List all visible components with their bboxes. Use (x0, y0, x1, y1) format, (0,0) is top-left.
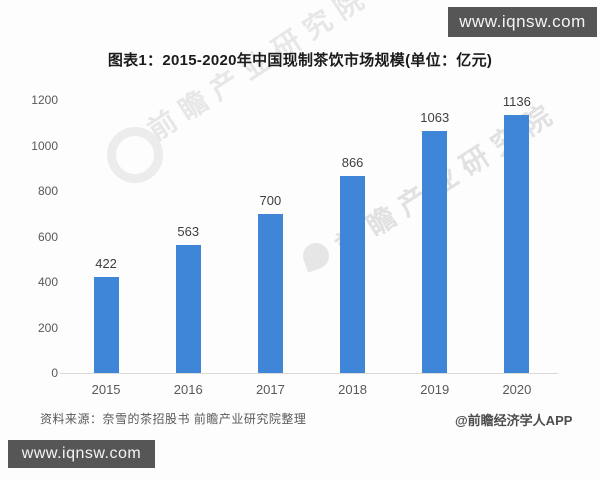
credit-note: @前瞻经济学人APP (455, 413, 573, 428)
site-url-text: www.iqnsw.com (21, 445, 142, 462)
bar-value-label: 422 (95, 256, 117, 271)
y-axis-tick-label: 800 (37, 184, 58, 198)
x-axis-tick-label: 2015 (91, 382, 121, 397)
site-url-banner-bottom: www.iqnsw.com (8, 440, 155, 468)
y-axis-tick-label: 600 (37, 229, 58, 244)
bar-value-label: 1063 (420, 110, 450, 125)
x-axis-tick-label: 2019 (420, 382, 450, 397)
y-axis-tick-label: 0 (51, 366, 58, 380)
source-note: 资料来源：奈雪的茶招股书 前瞻产业研究院整理 (40, 412, 307, 426)
y-axis-tick-label: 400 (37, 275, 58, 289)
site-url-text: www.iqnsw.com (459, 12, 586, 31)
bar-2015 (93, 277, 119, 373)
bar-2017 (257, 214, 283, 373)
x-axis-tick-label: 2016 (173, 382, 203, 397)
x-axis-line (60, 373, 558, 374)
bar-value-label: 563 (177, 224, 200, 239)
bar-2019 (422, 131, 448, 373)
bar-2016 (175, 245, 201, 373)
x-axis-tick-label: 2020 (502, 382, 532, 397)
site-url-banner-top: www.iqnsw.com (448, 7, 597, 37)
x-axis-tick-label: 2017 (255, 382, 285, 397)
bar-2020 (504, 115, 530, 373)
bar-value-label: 1136 (502, 94, 531, 109)
bar-2018 (340, 176, 366, 373)
y-axis-tick-label: 1000 (31, 138, 58, 153)
y-axis-tick-label: 1200 (31, 93, 58, 107)
bar-value-label: 866 (341, 155, 364, 170)
chart-title: 图表1：2015-2020年中国现制茶饮市场规模(单位：亿元) (107, 52, 493, 69)
bar-value-label: 700 (259, 193, 282, 208)
y-axis-tick-label: 200 (37, 320, 58, 335)
x-axis-tick-label: 2018 (338, 382, 368, 397)
